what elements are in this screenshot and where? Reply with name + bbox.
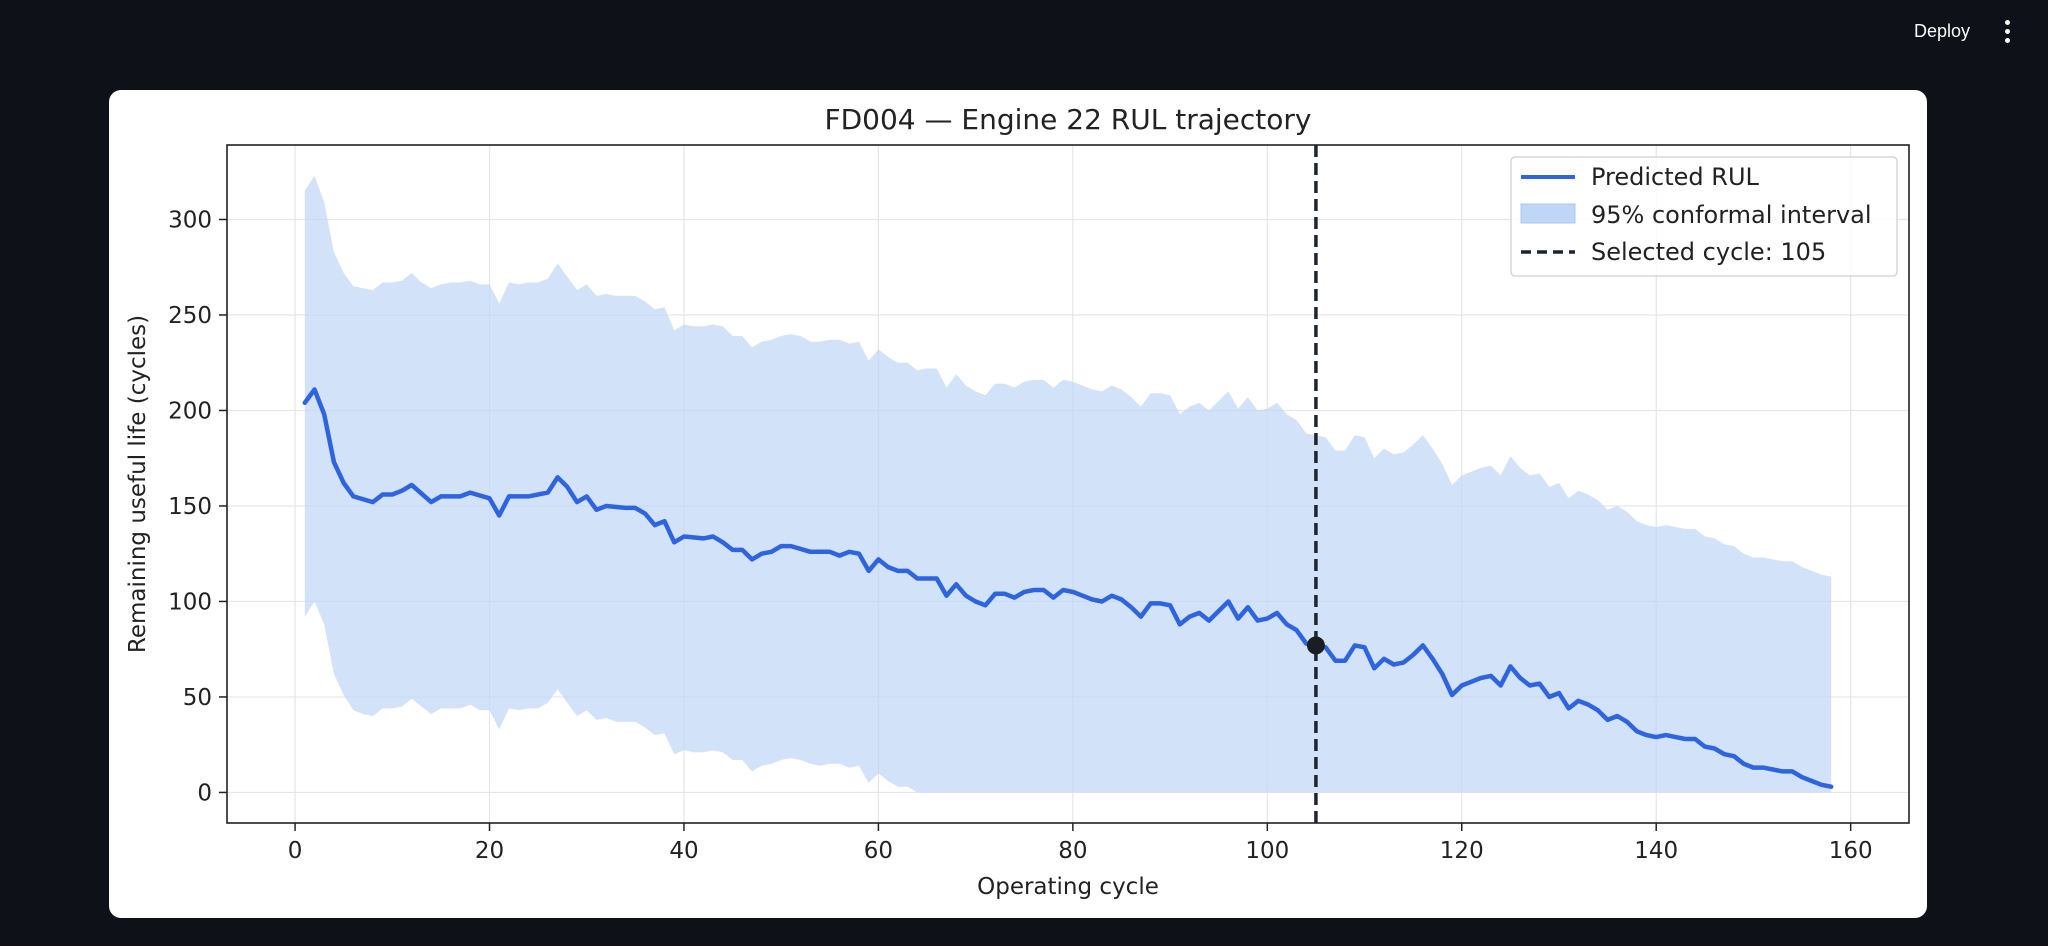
y-tick-label: 0: [197, 780, 212, 806]
x-axis-label: Operating cycle: [977, 874, 1159, 900]
y-tick-label: 200: [168, 398, 212, 424]
y-tick-label: 150: [168, 494, 212, 520]
prediction-line-layer: [302, 387, 1834, 789]
conformal-interval-band: [304, 175, 1832, 793]
x-tick-label: 100: [1245, 838, 1289, 864]
x-tick-label: 0: [288, 838, 303, 864]
ticks: 0 20 40 60 80 100 120 140 160 0 50 100 150 200 250 300: [168, 207, 1873, 864]
rul-chart: FD004 — Engine 22 RUL trajectory Operati…: [125, 103, 1910, 900]
y-tick-label: 250: [168, 303, 212, 329]
conformal-band-layer: [304, 175, 1832, 793]
legend-label-selected: Selected cycle: 105: [1591, 238, 1826, 266]
x-tick-label: 120: [1440, 838, 1484, 864]
deploy-button[interactable]: Deploy: [1914, 20, 1971, 41]
app-header: Deploy: [0, 0, 2048, 60]
x-tick-label: 60: [864, 838, 893, 864]
legend-label-predicted: Predicted RUL: [1591, 163, 1760, 191]
selected-cycle-marker: [1306, 636, 1325, 655]
chart-title: FD004 — Engine 22 RUL trajectory: [825, 103, 1312, 136]
predicted-rul-line: [302, 387, 1834, 789]
marker-layer: [1306, 636, 1325, 655]
x-tick-label: 20: [475, 838, 504, 864]
y-tick-label: 300: [168, 207, 212, 233]
legend: Predicted RUL 95% conformal interval Sel…: [1510, 156, 1898, 277]
legend-box: [1510, 156, 1898, 277]
y-tick-label: 50: [183, 685, 212, 711]
x-tick-label: 160: [1829, 838, 1873, 864]
legend-label-interval: 95% conformal interval: [1591, 201, 1872, 229]
y-tick-label: 100: [168, 589, 212, 615]
x-tick-label: 140: [1634, 838, 1678, 864]
vertical-dots-icon[interactable]: [1990, 14, 2024, 48]
x-tick-label: 80: [1058, 838, 1087, 864]
legend-band-swatch: [1520, 203, 1576, 224]
y-axis-label: Remaining useful life (cycles): [125, 315, 151, 653]
plot-frame: [226, 144, 1910, 824]
chart-card: FD004 — Engine 22 RUL trajectory Operati…: [109, 90, 1927, 918]
x-tick-label: 40: [669, 838, 698, 864]
